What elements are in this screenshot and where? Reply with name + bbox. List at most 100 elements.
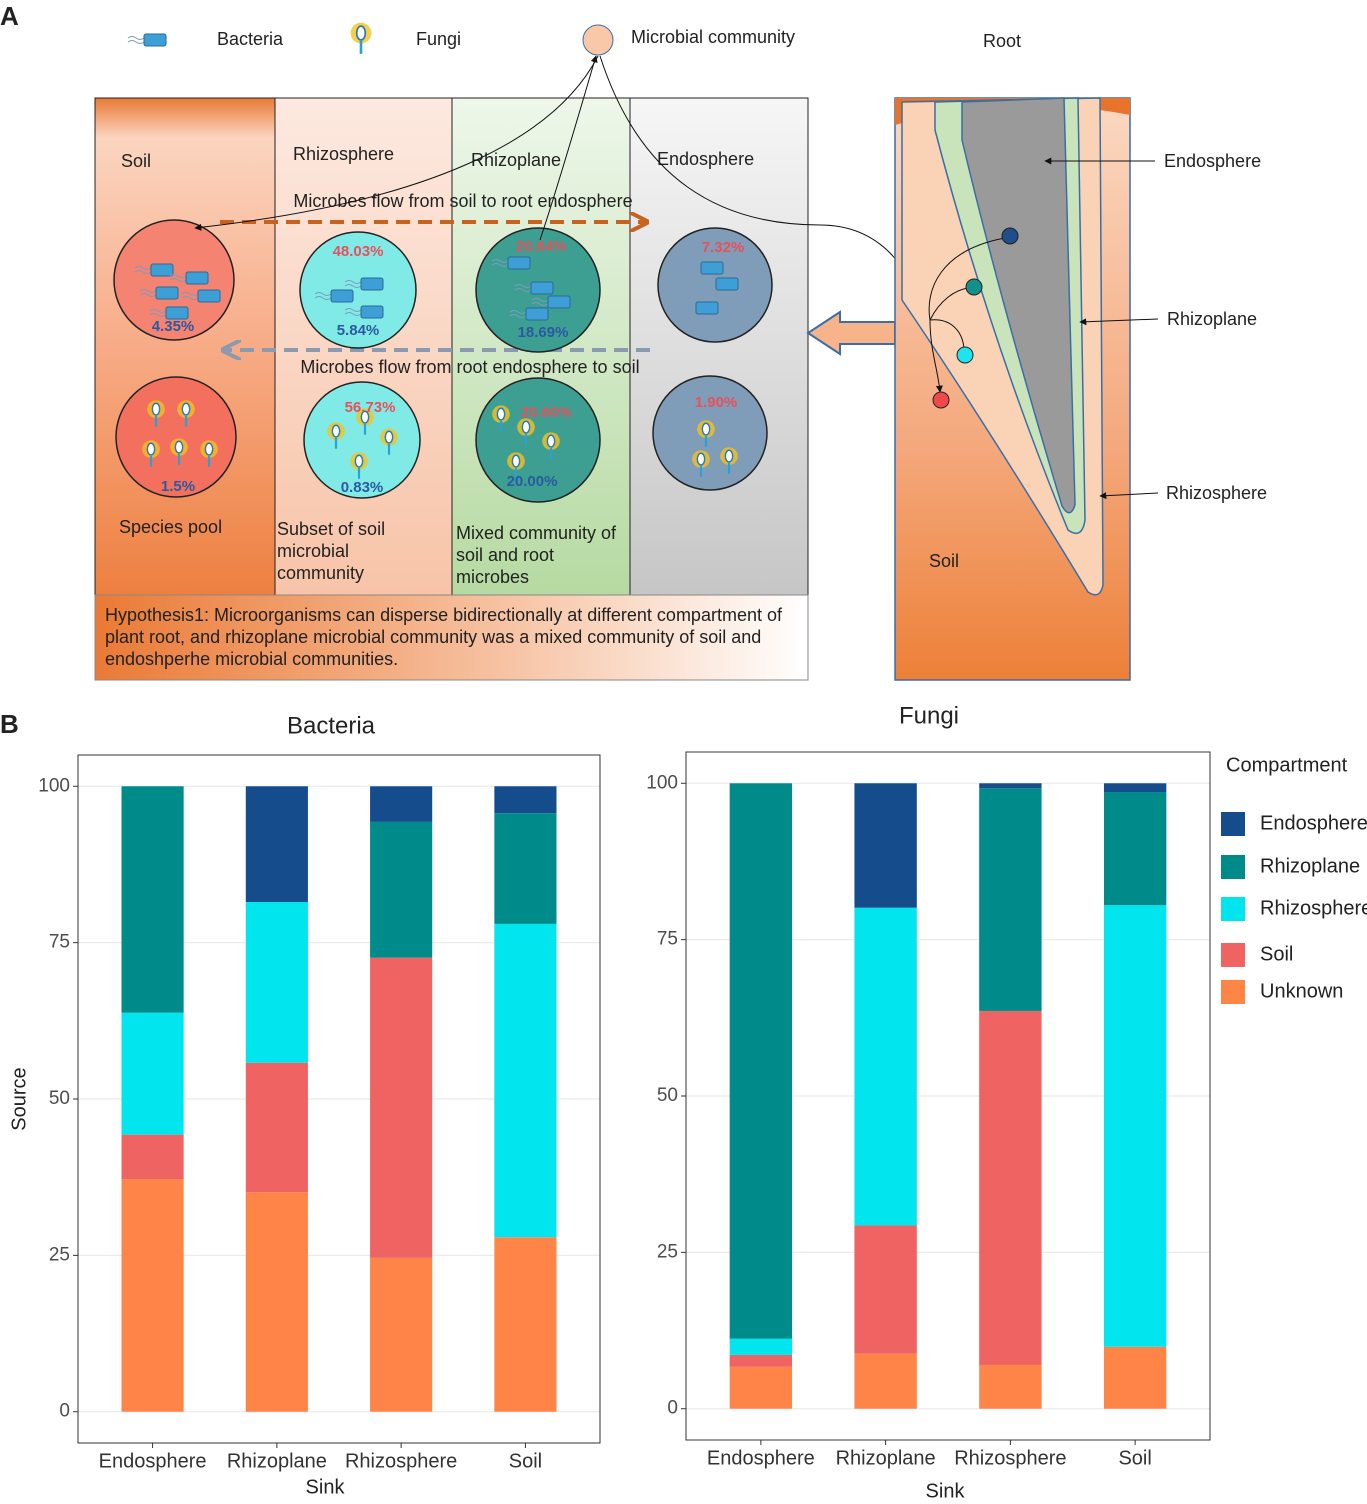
- y-tick-label: 25: [49, 1244, 70, 1265]
- legend-key: [1221, 812, 1245, 836]
- bar-segment: [979, 788, 1042, 1011]
- pct-label: 1.5%: [161, 478, 195, 495]
- bar-segment: [729, 1354, 793, 1367]
- bar-segment: [979, 783, 1042, 789]
- legend-label: Endosphere: [1260, 812, 1367, 834]
- flow-text: Microbes flow from soil to root endosphe…: [293, 191, 632, 211]
- pct-label: 20.64%: [516, 238, 567, 255]
- pct-label: 20.00%: [507, 473, 558, 490]
- bar-segment: [245, 901, 308, 1063]
- y-tick-label: 0: [667, 1398, 678, 1419]
- bar-segment: [245, 1062, 308, 1193]
- bar-segment: [854, 907, 917, 1226]
- bar-segment: [121, 786, 184, 1013]
- chart-title: Fungi: [899, 702, 959, 729]
- root-title: Root: [983, 31, 1021, 51]
- plot-border: [685, 751, 1211, 1441]
- root-diagram: [894, 97, 1159, 681]
- y-tick-label: 75: [657, 929, 678, 950]
- legend-label: Rhizoplane: [1260, 855, 1360, 877]
- x-tick-label: Soil: [509, 1450, 542, 1472]
- bar-segment: [854, 1225, 917, 1354]
- root-label: Rhizoplane: [1167, 309, 1257, 329]
- legend-label: Unknown: [1260, 980, 1343, 1002]
- bar-segment: [370, 821, 433, 958]
- legend-key: [1221, 980, 1245, 1004]
- hypothesis: Hypothesis1: Microorganisms can disperse…: [105, 605, 782, 669]
- x-tick-label: Endosphere: [99, 1450, 207, 1472]
- bar-segment: [245, 786, 308, 902]
- root-label: Soil: [929, 551, 959, 571]
- description-box: Mixed community of soil and root microbe…: [456, 523, 616, 587]
- legend-key: [1221, 943, 1245, 967]
- x-tick-label: Rhizosphere: [954, 1447, 1066, 1469]
- y-tick-label: 25: [657, 1241, 678, 1262]
- legend-text: Fungi: [416, 29, 461, 49]
- connector: [194, 55, 599, 231]
- bacteria-icon: [127, 33, 167, 47]
- column-label: Rhizosphere: [293, 144, 394, 164]
- bar-segment: [1103, 792, 1167, 906]
- connector: [539, 55, 598, 241]
- description: Subset of soil microbial community: [277, 519, 386, 583]
- big-arrow: [806, 310, 896, 356]
- bar-segment: [121, 1012, 184, 1135]
- bar-segment: [494, 1237, 557, 1412]
- bar-segment: [729, 1338, 793, 1355]
- pct-label: 20.60%: [521, 404, 572, 421]
- column-endosphere: [629, 97, 809, 596]
- root-label: Rhizosphere: [1166, 483, 1267, 503]
- column-label: Endosphere: [657, 149, 754, 169]
- legend-text: Microbial community: [631, 27, 795, 47]
- bar-segment: [979, 1364, 1042, 1409]
- x-tick-label: Soil: [1118, 1447, 1151, 1469]
- hypothesis-box: [94, 594, 809, 681]
- x-tick-label: Rhizosphere: [345, 1450, 457, 1472]
- bar-segment: [729, 783, 793, 1339]
- y-tick-label: 100: [38, 775, 70, 796]
- legend-key: [1221, 855, 1245, 879]
- hypothesis-box-text: Hypothesis1: Microorganisms can disperse…: [105, 605, 782, 669]
- bar-segment: [245, 1192, 308, 1412]
- bar-segment: [729, 1366, 793, 1409]
- pct-label: 4.35%: [152, 318, 195, 335]
- y-tick-label: 50: [49, 1088, 70, 1109]
- y-tick-label: 100: [646, 772, 678, 793]
- pct-label: 7.32%: [702, 239, 745, 256]
- bar-segment: [854, 783, 917, 908]
- pct-label: 1.90%: [695, 394, 738, 411]
- panel-label: B: [0, 709, 19, 739]
- pct-label: 5.84%: [337, 322, 380, 339]
- fungi-icon: [349, 21, 373, 56]
- y-tick-label: 0: [59, 1401, 70, 1422]
- bar-segment: [370, 1257, 433, 1412]
- panel-label: A: [0, 1, 19, 31]
- bar-segment: [494, 923, 557, 1238]
- y-tick-label: 50: [657, 1085, 678, 1106]
- legend-key: [1221, 897, 1245, 921]
- plot-border: [77, 754, 601, 1444]
- bar-segment: [979, 1010, 1042, 1365]
- x-axis-title: Sink: [306, 1476, 346, 1498]
- bar-segment: [1103, 905, 1167, 1347]
- root-label: Endosphere: [1164, 151, 1261, 171]
- fungi-circles: [115, 375, 768, 503]
- flow-text: Microbes flow from root endosphere to so…: [300, 357, 639, 377]
- bacteria-circles: [113, 219, 773, 353]
- chart-title: Bacteria: [287, 712, 376, 739]
- legend-label: Soil: [1260, 943, 1293, 965]
- x-tick-label: Rhizoplane: [227, 1450, 327, 1472]
- x-tick-label: Endosphere: [707, 1447, 815, 1469]
- legend-title: Compartment: [1226, 754, 1348, 776]
- bar-segment: [121, 1134, 184, 1180]
- description: Species pool: [119, 517, 222, 537]
- community-icon: [582, 24, 614, 56]
- y-axis-title: Source: [8, 1067, 30, 1130]
- pct-label: 0.83%: [341, 479, 384, 496]
- x-tick-label: Rhizoplane: [836, 1447, 936, 1469]
- bar-segment: [1103, 1346, 1167, 1409]
- legend-label: Rhizosphere: [1260, 897, 1367, 919]
- y-tick-label: 75: [49, 932, 70, 953]
- bar-segment: [494, 813, 557, 924]
